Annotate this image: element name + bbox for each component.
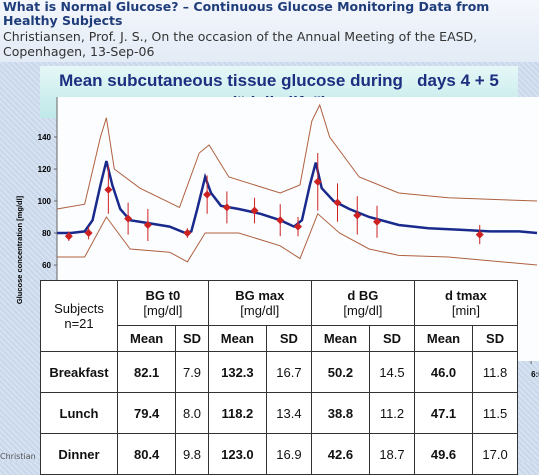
header: What is Normal Glucose? – Continuous Glu… — [0, 0, 539, 62]
row-label: Dinner — [40, 433, 118, 475]
table-cell: 16.7 — [266, 351, 312, 393]
page-subtitle: Christiansen, Prof. J. S., On the occasi… — [3, 29, 478, 59]
table-cell: 9.8 — [175, 433, 209, 475]
header-text: d tmax — [444, 288, 487, 303]
y-tick-label: 60 — [42, 261, 51, 270]
header-text: [mg/dl] — [143, 303, 183, 318]
header-cell: BG max [mg/dl] — [207, 280, 312, 326]
subheader-cell: Mean — [116, 325, 177, 352]
point — [64, 232, 73, 241]
table-cell: 13.4 — [266, 392, 312, 434]
point — [475, 230, 484, 239]
table-cell: 47.1 — [413, 392, 474, 434]
header-text: [mg/dl] — [240, 303, 280, 318]
table-cell: 11.2 — [369, 392, 415, 434]
point — [84, 229, 93, 237]
table-cell: 50.2 — [310, 351, 371, 393]
subheader-cell: SD — [175, 325, 209, 352]
table-cell: 14.5 — [369, 351, 415, 393]
y-tick-label: 100 — [38, 197, 52, 206]
point — [313, 177, 322, 186]
table-cell: 11.5 — [472, 392, 518, 434]
slide-title-line: Mean subcutaneous tissue glucose during … — [59, 71, 499, 90]
table-cell: 82.1 — [116, 351, 177, 393]
table-row: Dinner 80.4 9.8 123.0 16.9 42.6 18.7 49.6 17.0 — [40, 433, 518, 475]
table-cell: 42.6 — [310, 433, 371, 475]
header-text: [mg/dl] — [343, 303, 383, 318]
table-row: Lunch 79.4 8.0 118.2 13.4 38.8 11.2 47.1 11.5 — [40, 392, 518, 434]
y-axis-label: Glucose concentration [mg/dl] — [15, 195, 24, 304]
point — [333, 198, 342, 207]
table-cell: 118.2 — [207, 392, 268, 434]
header-text: [min] — [451, 303, 481, 318]
point — [294, 222, 302, 231]
point — [104, 185, 113, 194]
header-text: BG t0 — [145, 288, 181, 303]
point — [203, 190, 212, 199]
subheader-cell: SD — [266, 325, 312, 352]
header-cell: d BG [mg/dl] — [310, 280, 415, 326]
y-tick-label: 80 — [42, 229, 51, 238]
point — [183, 229, 192, 237]
subheader-cell: Mean — [310, 325, 371, 352]
header-row: Subjects n=21 BG t0 [mg/dl] BG max [mg/dl] … — [40, 280, 519, 352]
table-cell: 18.7 — [369, 433, 415, 475]
subheader-cell: Mean — [413, 325, 474, 352]
y-tick-label: 120 — [38, 165, 52, 174]
table-cell: 46.0 — [413, 351, 474, 393]
point — [353, 211, 362, 220]
header-text: d BG — [347, 288, 379, 303]
table-cell: 17.0 — [472, 433, 518, 475]
table-cell: 11.8 — [472, 351, 518, 393]
header-cell: BG t0 [mg/dl] — [117, 280, 209, 326]
row-label: Breakfast — [40, 351, 118, 393]
subheader-cell: Mean — [207, 325, 268, 352]
table-cell: 79.4 — [116, 392, 177, 434]
series-line — [56, 103, 538, 210]
table-cell: 7.9 — [175, 351, 209, 393]
table-cell: 80.4 — [116, 433, 177, 475]
point — [143, 221, 152, 229]
table-cell: 8.0 — [175, 392, 209, 434]
header-cell: d tmax [min] — [413, 280, 519, 326]
series-line — [57, 212, 538, 266]
subheader-cell: SD — [472, 325, 518, 352]
y-tick-label: 140 — [38, 133, 52, 142]
header-cell: Subjects n=21 — [40, 280, 118, 352]
subheader-row: Mean SD Mean SD Mean SD Mean SD — [41, 325, 518, 352]
page-title: What is Normal Glucose? – Continuous Glu… — [3, 0, 490, 28]
point — [124, 214, 133, 223]
table-cell: 123.0 — [207, 433, 268, 475]
table-cell: 38.8 — [310, 392, 371, 434]
row-label: Lunch — [40, 392, 118, 434]
subheader-cell: SD — [369, 325, 415, 352]
header-text: BG max — [235, 288, 285, 303]
header-text: Subjects — [54, 301, 104, 316]
point — [222, 203, 231, 212]
table-row: Breakfast 82.1 7.9 132.3 16.7 50.2 14.5 46.0 11.… — [40, 351, 518, 393]
table-cell: 49.6 — [413, 433, 474, 475]
summary-table: Subjects n=21 BG t0 [mg/dl] BG max [mg/dl] … — [40, 280, 519, 475]
point — [250, 206, 259, 215]
header-text: n=21 — [64, 316, 94, 331]
table-cell: 132.3 — [207, 351, 268, 393]
footer: Christian — [0, 452, 36, 461]
point — [276, 216, 285, 225]
x-tick-label: 6:0 — [531, 370, 539, 379]
table-cell: 16.9 — [266, 433, 312, 475]
point — [373, 217, 382, 226]
